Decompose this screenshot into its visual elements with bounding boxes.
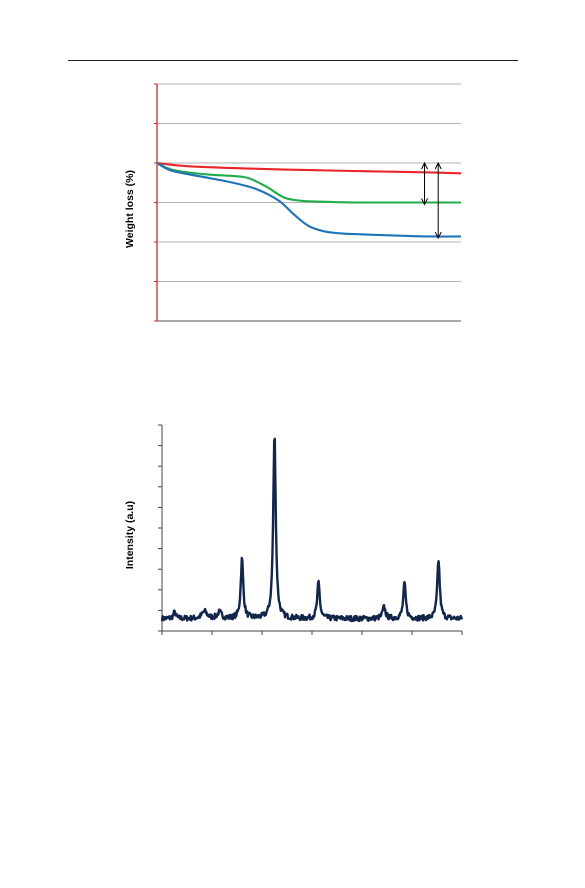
arrowhead-up [421, 161, 428, 170]
page-header-rule [68, 60, 518, 61]
xrd-y-axis-label: Intensity (a.u) [124, 501, 136, 569]
tga-series-red [156, 161, 462, 175]
xrd-series-group [160, 437, 464, 623]
arrowhead-down [421, 198, 428, 206]
tga-series-green [156, 162, 461, 204]
xrd-intensity-series [160, 437, 464, 623]
arrowhead-up [434, 161, 442, 170]
arrowhead-down [434, 231, 442, 240]
xrd-ticks [158, 424, 463, 635]
xrd-chart: Intensity (a.u) [124, 424, 464, 635]
tga-series-blue [156, 162, 462, 238]
tga-y-axis-label: Weight loss (%) [124, 170, 136, 248]
tga-series-group [156, 161, 462, 238]
tga-chart: Weight loss (%) [124, 83, 462, 322]
tga-annotations [421, 161, 442, 240]
